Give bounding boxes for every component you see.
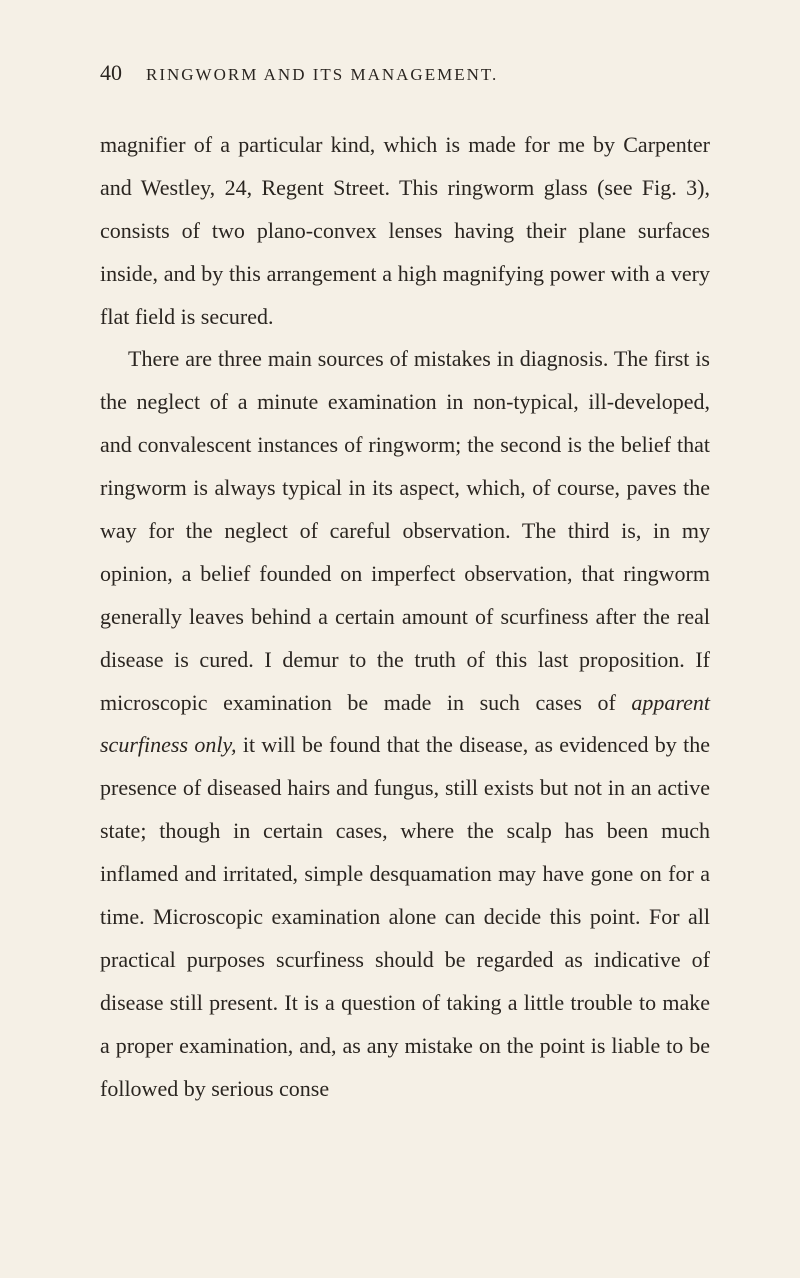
paragraph-2: There are three main sources of mistakes…	[100, 338, 710, 1110]
body-text: magnifier of a particular kind, which is…	[100, 124, 710, 1110]
page-header: 40 RINGWORM AND ITS MANAGEMENT.	[100, 60, 710, 86]
paragraph-1: magnifier of a particular kind, which is…	[100, 124, 710, 338]
running-title: RINGWORM AND ITS MANAGEMENT.	[146, 65, 498, 85]
p2-text-1: There are three main sources of mistakes…	[100, 346, 710, 714]
page-number: 40	[100, 60, 122, 86]
p2-text-2: it will be found that the disease, as ev…	[100, 732, 710, 1100]
